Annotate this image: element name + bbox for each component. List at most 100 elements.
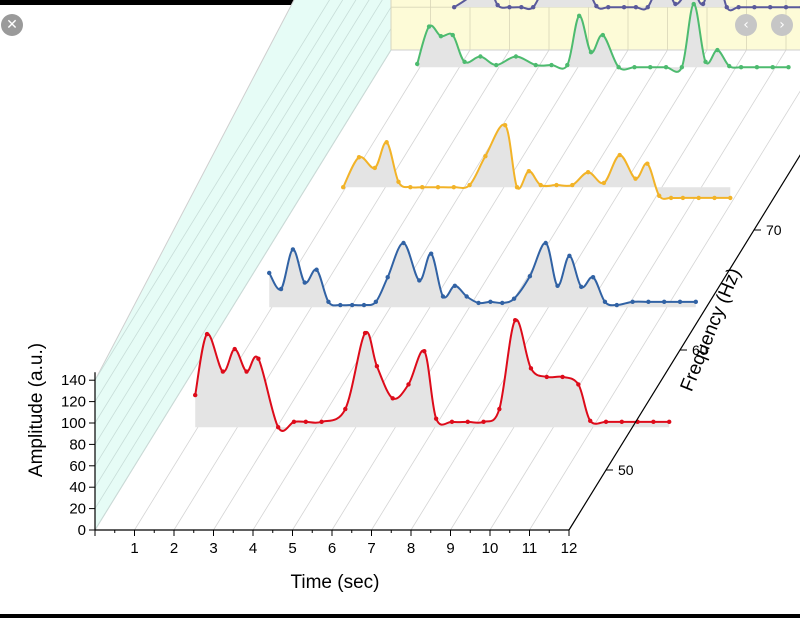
wall-grid-line <box>94 28 392 509</box>
next-button[interactable]: › <box>771 14 793 36</box>
data-point <box>570 182 575 188</box>
data-point <box>677 299 683 305</box>
data-point <box>426 24 432 29</box>
data-point <box>567 253 572 259</box>
z-tick-label: 60 <box>692 342 708 358</box>
data-point <box>256 356 261 361</box>
data-point <box>481 419 486 425</box>
data-point <box>619 419 624 425</box>
x-tick-label: 2 <box>170 540 178 557</box>
data-point <box>290 247 296 252</box>
y-tick-label: 100 <box>61 415 86 432</box>
data-point <box>565 62 570 68</box>
data-point <box>703 59 708 65</box>
wall-grid-line <box>94 0 370 445</box>
z-axis-label: Frequency (Hz) <box>677 265 746 394</box>
data-point <box>232 346 237 352</box>
previous-button[interactable]: ‹ <box>735 14 757 36</box>
close-button[interactable]: ✕ <box>1 14 23 36</box>
data-point <box>361 302 367 308</box>
y-tick-label: 20 <box>69 501 86 518</box>
data-point <box>601 180 607 186</box>
data-point <box>507 5 512 10</box>
data-point <box>193 392 198 398</box>
wall-grid-line <box>94 0 357 424</box>
data-point <box>343 406 348 412</box>
data-point <box>450 32 455 38</box>
data-point <box>560 374 565 380</box>
data-point <box>646 299 651 305</box>
data-point <box>576 382 581 387</box>
floor-grid-line <box>489 49 787 531</box>
close-icon: ✕ <box>6 17 18 33</box>
series-fill <box>195 319 670 431</box>
data-point <box>594 3 599 9</box>
data-point <box>433 416 439 421</box>
data-point <box>680 195 686 201</box>
data-point <box>728 195 733 201</box>
series-50hz <box>193 318 672 432</box>
wall-grid-line <box>94 49 392 531</box>
series-fill <box>454 0 800 11</box>
data-point <box>349 302 355 308</box>
data-point <box>483 153 488 159</box>
chevron-left-icon: ‹ <box>743 17 749 33</box>
data-point <box>526 168 532 174</box>
data-point <box>513 54 519 59</box>
data-point <box>614 302 619 308</box>
series-70hz <box>341 122 733 201</box>
data-point <box>645 5 650 10</box>
data-point <box>663 65 669 70</box>
data-point <box>630 299 635 305</box>
x-tick-label: 11 <box>522 540 538 557</box>
data-point <box>467 182 472 188</box>
data-point <box>585 170 591 175</box>
data-point <box>590 275 596 280</box>
data-point <box>602 299 608 305</box>
data-point <box>633 5 639 10</box>
data-point <box>408 185 413 190</box>
x-tick-label: 10 <box>482 540 499 557</box>
data-point <box>401 240 406 246</box>
data-point <box>326 299 331 305</box>
data-point <box>700 1 706 7</box>
series-layer <box>193 0 800 432</box>
data-point <box>668 195 674 201</box>
data-point <box>736 5 741 10</box>
data-point <box>464 294 469 299</box>
data-point <box>438 33 444 39</box>
series-60hz <box>267 240 698 308</box>
data-point <box>476 300 481 306</box>
data-point <box>724 5 729 10</box>
data-point <box>667 419 672 425</box>
data-point <box>488 299 493 305</box>
data-point <box>396 179 401 185</box>
wall-grid-line <box>94 0 330 381</box>
data-point <box>632 65 637 70</box>
data-point <box>462 59 467 65</box>
data-point <box>616 65 621 70</box>
data-point <box>511 296 517 301</box>
y-tick-label: 80 <box>69 436 86 453</box>
data-point <box>715 47 720 53</box>
data-point <box>770 65 775 70</box>
data-point <box>452 283 458 288</box>
x-tick-label: 9 <box>446 540 454 557</box>
wall-grid-line <box>94 0 344 402</box>
data-point <box>415 61 420 67</box>
data-point <box>291 419 297 425</box>
data-point <box>549 62 554 68</box>
data-point <box>727 63 732 69</box>
data-point <box>494 62 499 68</box>
data-point <box>531 5 536 10</box>
series-80hz <box>415 1 791 73</box>
data-point <box>621 5 627 10</box>
data-point <box>420 185 425 190</box>
x-tick-label: 1 <box>130 540 138 557</box>
data-point <box>374 364 380 369</box>
data-point <box>527 273 533 279</box>
series-fill <box>269 242 696 308</box>
chevron-right-icon: › <box>779 17 785 33</box>
x-tick-label: 3 <box>209 540 217 557</box>
data-point <box>617 152 622 158</box>
